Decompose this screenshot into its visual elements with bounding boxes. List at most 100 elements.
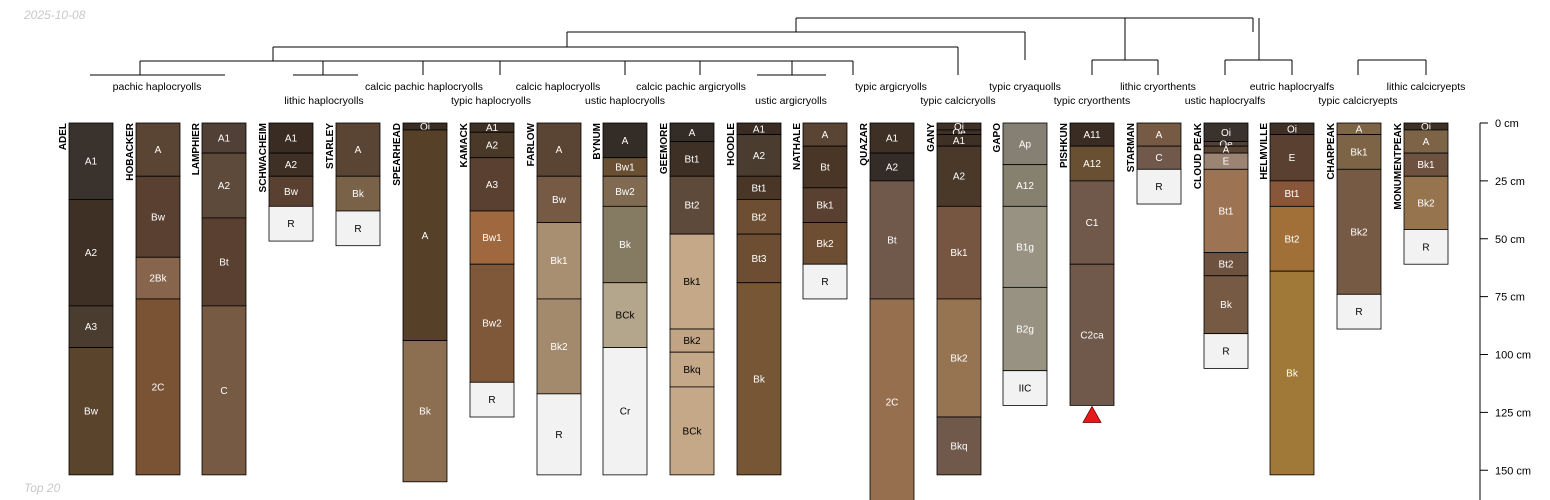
depth-axis: 0 cm 25 cm 50 cm 75 cm 100 cm 125 cm 150 cm <box>1479 118 1531 500</box>
horizon-label: Oi <box>1421 122 1431 133</box>
profile: A Bk1 Bk2 R CHARPEAK <box>1326 122 1382 330</box>
horizon-rect <box>201 152 247 219</box>
horizon-label: R <box>354 224 361 235</box>
horizon-rect <box>68 122 114 200</box>
horizon-label: Bk <box>753 374 766 385</box>
horizon-rect <box>1069 145 1115 182</box>
horizon-label: Bt2 <box>684 201 699 212</box>
horizon-label: Bt2 <box>1218 260 1233 271</box>
horizon-rect <box>936 416 982 476</box>
profile: Oi A Bk SPEARHEAD <box>392 122 448 483</box>
horizon-label: Oi <box>420 122 430 133</box>
horizon-label: A3 <box>85 322 98 333</box>
horizon-rect <box>1136 168 1182 205</box>
horizon-label: C <box>1155 153 1162 164</box>
horizon-rect <box>135 175 181 258</box>
footer-label: Top 20 <box>24 481 61 495</box>
profile-name: GANY <box>926 123 937 152</box>
horizon-label: Bk2 <box>683 336 701 347</box>
profile-name: HOODLE <box>726 123 737 166</box>
horizon-rect <box>869 122 915 154</box>
horizon-rect <box>602 122 648 159</box>
horizon-label: A2 <box>753 151 766 162</box>
horizon-label: Oi <box>954 122 964 133</box>
taxon-label: typic argicryolls <box>855 81 927 93</box>
horizon-label: IIC <box>1019 384 1032 395</box>
axis-tick-label: 75 cm <box>1495 292 1525 304</box>
horizon-label: Bw <box>552 195 567 206</box>
horizon-rect <box>1403 229 1449 265</box>
horizon-rect <box>669 233 715 330</box>
profile-name: KAMACK <box>459 122 470 167</box>
horizon-rect <box>669 386 715 476</box>
taxon-label: typic cryaquolls <box>989 81 1061 93</box>
horizon-label: Bk <box>1286 369 1299 380</box>
horizon-rect <box>201 122 247 154</box>
horizon-rect <box>1002 164 1048 207</box>
taxon-label: eutric haplocryalfs <box>1250 81 1335 93</box>
profile: A C R STARMAN <box>1126 122 1182 205</box>
horizon-label: Bkq <box>950 441 967 452</box>
horizon-label: A <box>1223 145 1230 156</box>
profile-name: SCHWACHEIM <box>258 123 269 192</box>
horizon-label: Bt1 <box>1284 189 1299 200</box>
horizon-rect <box>802 263 848 300</box>
horizon-label: Bk1 <box>1417 160 1435 171</box>
horizon-label: Bw <box>84 407 99 418</box>
horizon-label: Bk1 <box>1350 147 1368 158</box>
horizon-rect <box>1203 168 1249 254</box>
horizon-rect <box>469 157 515 212</box>
date-label: 2025-10-08 <box>23 8 86 22</box>
horizon-label: R <box>821 277 828 288</box>
profile-name: HELMVILLE <box>1259 123 1270 180</box>
horizon-rect <box>201 217 247 307</box>
taxon-label: calcic haplocryolls <box>516 81 601 93</box>
profile: A1 A2 A3 Bw ADEL <box>58 122 114 476</box>
horizon-label: Bw <box>284 187 299 198</box>
horizon-label: A1 <box>886 134 899 145</box>
horizon-label: R <box>555 430 562 441</box>
horizon-label: A12 <box>1083 159 1101 170</box>
axis-tick-label: 100 cm <box>1495 350 1531 362</box>
horizon-rect <box>1403 175 1449 230</box>
horizon-label: A1 <box>953 136 966 147</box>
profile-name: CHARPEAK <box>1326 122 1337 179</box>
horizon-rect <box>1336 134 1382 170</box>
horizon-label: A <box>689 128 696 139</box>
horizon-label: A2 <box>953 172 966 183</box>
horizon-label: C2ca <box>1080 330 1104 341</box>
taxon-label: lithic haplocryolls <box>284 95 363 107</box>
horizon-label: A <box>1156 130 1163 141</box>
taxon-label: typic calcicryolls <box>920 95 995 107</box>
taxon-label: ustic haplocryalfs <box>1185 95 1266 107</box>
profile-name: GAPO <box>992 123 1003 153</box>
horizon-label: A2 <box>218 181 231 192</box>
horizon-label: B2g <box>1016 325 1034 336</box>
horizon-rect <box>736 282 782 476</box>
taxon-label: calcic pachic haplocryolls <box>365 81 483 93</box>
horizon-rect <box>669 175 715 235</box>
horizon-label: A <box>422 231 429 242</box>
axis-tick-label: 0 cm <box>1495 118 1519 130</box>
horizon-rect <box>936 205 982 300</box>
profile-name: CLOUD PEAK <box>1193 122 1204 189</box>
horizon-rect <box>1002 286 1048 372</box>
profile-name: STARLEY <box>325 123 336 169</box>
horizon-label: R <box>1355 307 1362 318</box>
horizon-label: A12 <box>1016 181 1034 192</box>
horizon-label: Bw1 <box>482 233 502 244</box>
horizon-label: Bt2 <box>751 212 766 223</box>
dendrogram <box>90 17 1427 76</box>
axis-tick-label: 125 cm <box>1495 407 1531 419</box>
profile-name: BYNUM <box>592 123 603 160</box>
horizon-label: A3 <box>486 180 499 191</box>
horizon-rect <box>1002 205 1048 288</box>
horizon-label: A <box>622 136 629 147</box>
taxon-label: ustic argicryolls <box>755 95 827 107</box>
taxon-label: calcic pachic argicryolls <box>636 81 746 93</box>
horizon-rect <box>1269 134 1315 182</box>
horizon-label: Bk <box>352 189 365 200</box>
